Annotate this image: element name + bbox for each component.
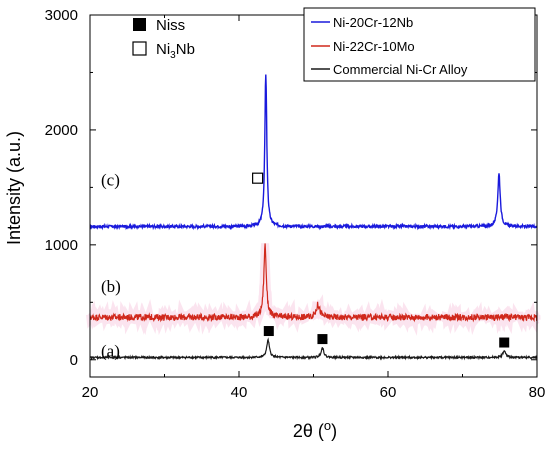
x-axis-title: 2θ (o) <box>293 418 337 441</box>
niss-legend-symbol <box>133 18 146 31</box>
x-tick-label: 60 <box>380 384 397 401</box>
ni3nb-legend-main: Ni <box>156 41 170 58</box>
x-tick-label: 20 <box>82 384 99 401</box>
series-line-commercial-ni-cr-alloy <box>89 337 538 361</box>
ni3nb-legend-end: Nb <box>176 41 195 58</box>
x-tick-label: 80 <box>529 384 546 401</box>
curve-label-c: (c) <box>101 170 120 189</box>
niss-marker <box>263 326 274 337</box>
niss-marker <box>317 334 328 345</box>
y-tick-label: 2000 <box>45 122 78 139</box>
x-axis-title-main: 2θ ( <box>293 421 324 441</box>
y-tick-label: 1000 <box>45 237 78 254</box>
legend-label-ni-22cr-10mo: Ni-22Cr-10Mo <box>333 39 415 54</box>
x-tick-labels: 20 40 60 80 <box>82 384 546 401</box>
legend-box <box>303 7 536 82</box>
ni3nb-legend-symbol <box>132 41 147 56</box>
x-axis-title-end: ) <box>331 421 337 441</box>
phase-legend: Niss Ni3Nb <box>132 17 195 61</box>
series-line-ni-22cr-10mo <box>89 243 538 323</box>
curve-label-a: (a) <box>101 342 120 361</box>
y-tick-label: 3000 <box>45 7 78 24</box>
y-tick-label: 0 <box>70 352 78 369</box>
niss-legend-label: Niss <box>156 17 185 34</box>
niss-marker <box>499 337 510 348</box>
series-legend: Ni-20Cr-12Nb Ni-22Cr-10Mo Commercial Ni-… <box>303 7 536 82</box>
curve-label-b: (b) <box>101 277 121 296</box>
x-tick-label: 40 <box>231 384 248 401</box>
legend-label-commercial-ni-cr-alloy: Commercial Ni-Cr Alloy <box>333 62 468 77</box>
ni3nb-legend-subscript: 3 <box>170 50 176 61</box>
ni3nb-legend-label: Ni3Nb <box>156 41 195 61</box>
y-axis-title: Intensity (a.u.) <box>4 131 24 245</box>
ni3nb-marker <box>252 172 264 184</box>
x-axis-title-superscript: o <box>324 418 331 433</box>
series-curves <box>86 74 541 361</box>
legend-label-ni-20cr-12nb: Ni-20Cr-12Nb <box>333 15 413 30</box>
y-tick-labels: 0 1000 2000 3000 <box>45 7 78 369</box>
series-line-ni-20cr-12nb <box>89 74 538 231</box>
